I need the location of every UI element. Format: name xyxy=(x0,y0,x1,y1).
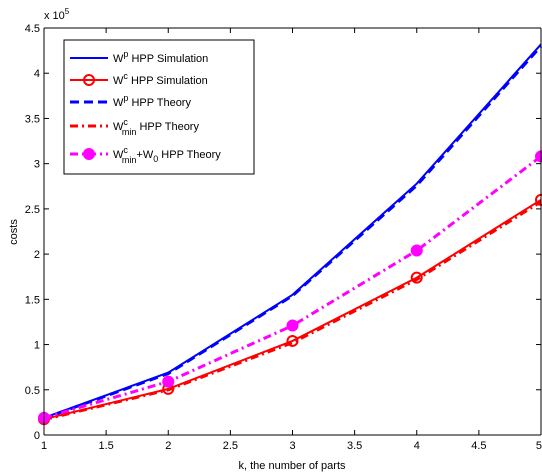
x-tick-label: 2 xyxy=(165,440,171,452)
series-line-wp-theory xyxy=(43,45,542,420)
legend-text-part: c xyxy=(123,71,128,81)
x-tick-label: 1.5 xyxy=(98,440,113,452)
x-tick-label: 3.5 xyxy=(347,440,362,452)
legend-text-part: p xyxy=(123,49,128,59)
legend-text-part: 0 xyxy=(153,154,158,164)
legend-marker-wcmin-w0-theory xyxy=(83,148,95,160)
legend-text-part: min xyxy=(122,127,137,137)
y-tick-label: 1.5 xyxy=(25,294,40,306)
y-tick-label: 4.5 xyxy=(25,23,40,35)
axes-layer xyxy=(43,27,542,436)
y-tick-label: 2 xyxy=(34,249,40,261)
legend-text-part: HPP Theory xyxy=(136,121,199,133)
y-exponent-power: 5 xyxy=(65,7,70,16)
x-tick-label: 4.5 xyxy=(471,440,486,452)
y-axis-label: costs xyxy=(8,219,20,245)
y-exponent-base: x 10 xyxy=(44,10,65,22)
data-point-wcmin-w0-theory-3 xyxy=(410,244,423,257)
legend-entry-wp-theory: Wp HPP Theory xyxy=(70,93,191,109)
legend-text-part: W xyxy=(113,97,124,109)
y-tick-label: 0 xyxy=(34,430,40,442)
legend-text-part: HPP Simulation xyxy=(128,75,208,87)
legend-text-part: HPP Simulation xyxy=(128,53,208,65)
legend-entry-wcmin-theory: Wc min HPP Theory xyxy=(70,117,199,137)
y-tick-label: 3 xyxy=(34,159,40,171)
legend-text-part: HPP Theory xyxy=(158,149,221,161)
data-point-wcmin-w0-theory-2 xyxy=(286,319,299,332)
x-tick-label: 1 xyxy=(41,440,47,452)
x-axis-label: k, the number of parts xyxy=(239,460,346,472)
legend-entry-wc-sim: Wc HPP Simulation xyxy=(70,71,208,87)
y-tick-label: 4 xyxy=(34,68,40,80)
series-layer xyxy=(38,43,542,426)
y-exponent-label: x 105 xyxy=(44,7,70,22)
x-tick-label: 4 xyxy=(414,440,420,452)
legend-text-part: W xyxy=(113,53,124,65)
legend-text-part: c xyxy=(123,117,128,127)
legend-entry-wp-sim: Wp HPP Simulation xyxy=(70,49,208,65)
legend-text-part: W xyxy=(113,149,124,161)
series-line-wcmin-theory xyxy=(43,200,542,422)
y-tick-label: 1 xyxy=(34,340,40,352)
x-tick-label: 5 xyxy=(536,440,542,452)
data-point-wcmin-w0-theory-1 xyxy=(162,375,175,388)
data-point-wc-sim-3 xyxy=(410,271,423,284)
legend-text-part: c xyxy=(123,145,128,155)
legend-box xyxy=(63,39,255,175)
legend-entry-wcmin-w0-theory: Wc min+W0 HPP Theory xyxy=(70,145,221,165)
y-tick-label: 3.5 xyxy=(25,113,40,125)
legend-label-wcmin-w0-theory: Wc min+W0 HPP Theory xyxy=(113,145,221,165)
legend-label-wp-theory: Wp HPP Theory xyxy=(113,93,191,109)
legend-text-part: W xyxy=(113,121,124,133)
y-tick-label: 2.5 xyxy=(25,204,40,216)
y-tick-label: 0.5 xyxy=(25,385,40,397)
legend-text-part: p xyxy=(123,93,128,103)
legend-text-part: W xyxy=(113,75,124,87)
legend-label-wp-sim: Wp HPP Simulation xyxy=(113,49,208,65)
legend-text-part: HPP Theory xyxy=(128,97,191,109)
legend-text-part: min xyxy=(122,155,137,165)
x-tick-label: 3 xyxy=(289,440,295,452)
tick-labels: 1 1.5 2 2.5 3 3.5 4 4.5 5 0 0.5 1 1.5 2 2.5 3 3.5 4 4.5 xyxy=(25,23,542,452)
legend-label-wc-sim: Wc HPP Simulation xyxy=(113,71,208,87)
legend-marker-wc-sim xyxy=(83,74,95,86)
legend-label-wcmin-theory: Wc min HPP Theory xyxy=(113,117,199,137)
x-tick-label: 2.5 xyxy=(223,440,238,452)
legend-text-part: +W xyxy=(136,149,153,161)
